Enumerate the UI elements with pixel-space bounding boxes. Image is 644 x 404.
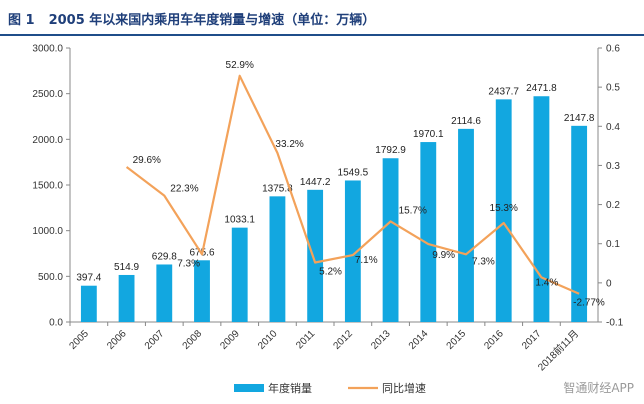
x-tick-label: 2012	[331, 328, 355, 352]
bar-value-label: 1375.8	[262, 183, 293, 194]
x-tick-label: 2008	[181, 328, 205, 352]
x-tick-label: 2005	[67, 328, 91, 352]
x-tick-label: 2015	[445, 328, 469, 352]
bar	[458, 128, 474, 322]
bar	[420, 142, 437, 322]
bar	[194, 260, 210, 322]
left-tick-label: 1500.0	[32, 181, 63, 192]
bar-value-label: 1033.1	[224, 215, 255, 226]
growth-value-label: 1.4%	[535, 277, 558, 288]
growth-value-label: 15.3%	[490, 203, 518, 214]
bar-value-label: 1447.2	[300, 177, 331, 188]
figure-header: 图 1 2005 年以来国内乘用车年度销量与增速（单位：万辆）	[0, 0, 644, 36]
bar-value-label: 629.8	[152, 251, 177, 262]
x-tick-label: 2014	[407, 328, 431, 352]
left-tick-label: 1000.0	[32, 226, 63, 237]
right-tick-label: 0.2	[606, 200, 620, 211]
bar	[156, 264, 173, 322]
bar-value-label: 2147.8	[564, 113, 595, 124]
bar-value-label: 2114.6	[451, 116, 481, 127]
bar	[118, 274, 135, 322]
chart-title: 图 1 2005 年以来国内乘用车年度销量与增速（单位：万辆）	[8, 9, 375, 28]
bar	[269, 196, 286, 322]
growth-value-label: 33.2%	[275, 139, 303, 150]
x-tick-label: 2017	[520, 328, 544, 352]
growth-value-label: 29.6%	[133, 155, 161, 166]
watermark: 智通财经APP	[563, 381, 634, 395]
bar-value-label: 397.4	[76, 273, 101, 284]
right-tick-label: 0	[606, 278, 612, 289]
x-tick-label: 2006	[105, 328, 129, 352]
left-tick-label: 0.0	[49, 318, 63, 329]
bar	[80, 285, 97, 322]
growth-value-label: 5.2%	[319, 267, 342, 278]
growth-line	[125, 74, 580, 295]
bar	[382, 158, 399, 322]
right-tick-label: 0.4	[606, 122, 620, 133]
bar	[344, 180, 361, 322]
bar-value-label: 1970.1	[413, 129, 444, 140]
bar-value-label: 514.9	[114, 262, 139, 273]
bar	[571, 125, 588, 323]
growth-value-label: 7.1%	[355, 255, 378, 266]
right-tick-label: 0.5	[606, 83, 620, 94]
figure-title: 2005 年以来国内乘用车年度销量与增速（单位：万辆）	[48, 13, 376, 28]
bar	[231, 227, 248, 322]
x-tick-label: 2009	[218, 328, 242, 352]
right-tick-label: 0.6	[606, 44, 620, 55]
x-tick-label: 2010	[256, 328, 280, 352]
bar-value-label: 2471.8	[526, 83, 557, 94]
legend-swatch-bar	[234, 384, 264, 392]
growth-value-label: 7.3%	[472, 256, 495, 267]
growth-value-label: 9.9%	[432, 250, 455, 261]
bar-value-label: 2437.7	[488, 86, 519, 97]
growth-value-label: 7.3%	[177, 258, 200, 269]
x-tick-label: 2016	[482, 328, 506, 352]
figure-number: 图 1	[8, 13, 35, 28]
growth-value-label: 22.3%	[170, 184, 198, 195]
bar	[533, 96, 550, 322]
x-tick-label: 2011	[294, 328, 317, 351]
bar	[495, 99, 512, 322]
x-tick-label: 2018前11月	[535, 327, 581, 373]
right-tick-label: -0.1	[606, 318, 624, 329]
left-tick-label: 3000.0	[32, 44, 63, 55]
left-tick-label: 500.0	[38, 272, 63, 283]
bar-value-label: 1792.9	[375, 145, 406, 156]
legend-label: 同比增速	[382, 381, 426, 395]
right-tick-label: 0.3	[606, 161, 620, 172]
x-tick-label: 2013	[369, 328, 393, 352]
bar-value-label: 1549.5	[338, 167, 369, 178]
growth-value-label: 52.9%	[226, 60, 254, 71]
x-tick-label: 2007	[143, 328, 167, 352]
bar	[307, 189, 324, 322]
legend-label: 年度销量	[268, 381, 312, 395]
left-tick-label: 2500.0	[32, 89, 63, 100]
right-tick-label: 0.1	[606, 239, 620, 250]
growth-value-label: -2.77%	[573, 298, 605, 309]
left-tick-label: 2000.0	[32, 135, 63, 146]
growth-value-label: 15.7%	[399, 205, 427, 216]
